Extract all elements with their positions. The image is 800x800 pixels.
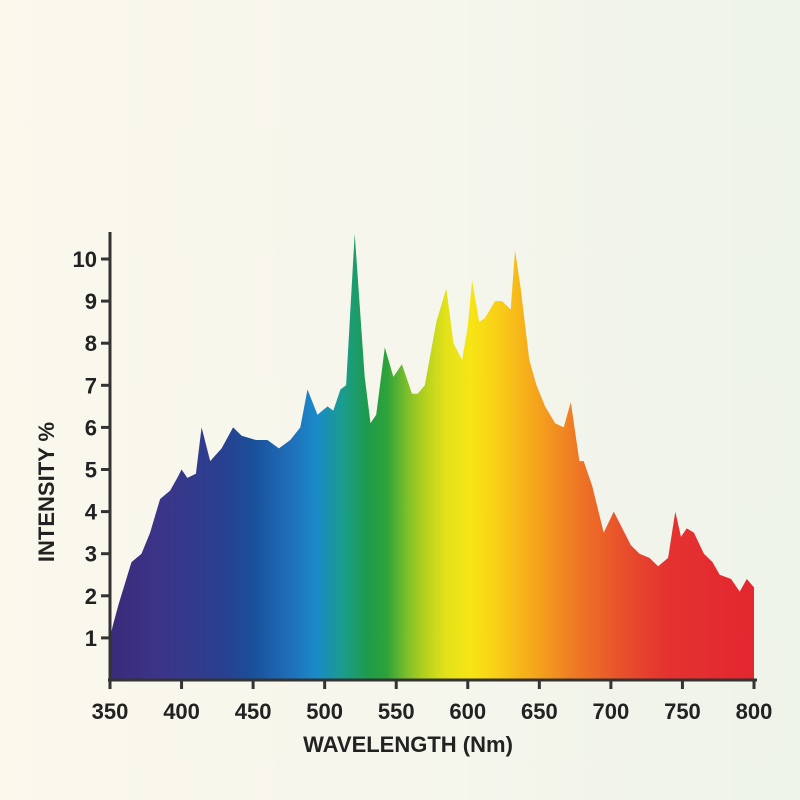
x-axis-tick-labels: 350 400 450 500 550 600 650 700 750 800 <box>92 699 773 724</box>
x-tick-label-700: 700 <box>593 699 630 724</box>
x-tick-label-550: 550 <box>378 699 415 724</box>
x-tick-label-650: 650 <box>521 699 558 724</box>
x-tick-label-500: 500 <box>306 699 343 724</box>
x-tick-label-350: 350 <box>92 699 129 724</box>
y-tick-label-4: 4 <box>85 500 98 525</box>
y-tick-label-6: 6 <box>85 415 97 440</box>
y-tick-label-2: 2 <box>85 584 97 609</box>
y-tick-label-1: 1 <box>85 626 97 651</box>
x-tick-label-600: 600 <box>449 699 486 724</box>
y-axis-tick-labels: 1 2 3 4 5 6 7 8 9 10 <box>73 247 98 651</box>
y-tick-label-8: 8 <box>85 331 97 356</box>
y-tick-label-3: 3 <box>85 542 97 567</box>
x-tick-label-400: 400 <box>163 699 200 724</box>
y-tick-label-7: 7 <box>85 373 97 398</box>
x-axis-title: WAVELENGTH (Nm) <box>303 732 513 757</box>
x-tick-label-750: 750 <box>664 699 701 724</box>
y-axis-ticks <box>101 257 110 640</box>
y-tick-label-5: 5 <box>85 458 97 483</box>
x-axis-ticks <box>108 680 756 689</box>
y-tick-label-10: 10 <box>73 247 97 272</box>
spectrum-area <box>110 233 754 680</box>
x-tick-label-450: 450 <box>235 699 272 724</box>
y-axis-title: INTENSITY % <box>34 422 59 562</box>
y-tick-label-9: 9 <box>85 289 97 314</box>
x-tick-label-800: 800 <box>736 699 773 724</box>
